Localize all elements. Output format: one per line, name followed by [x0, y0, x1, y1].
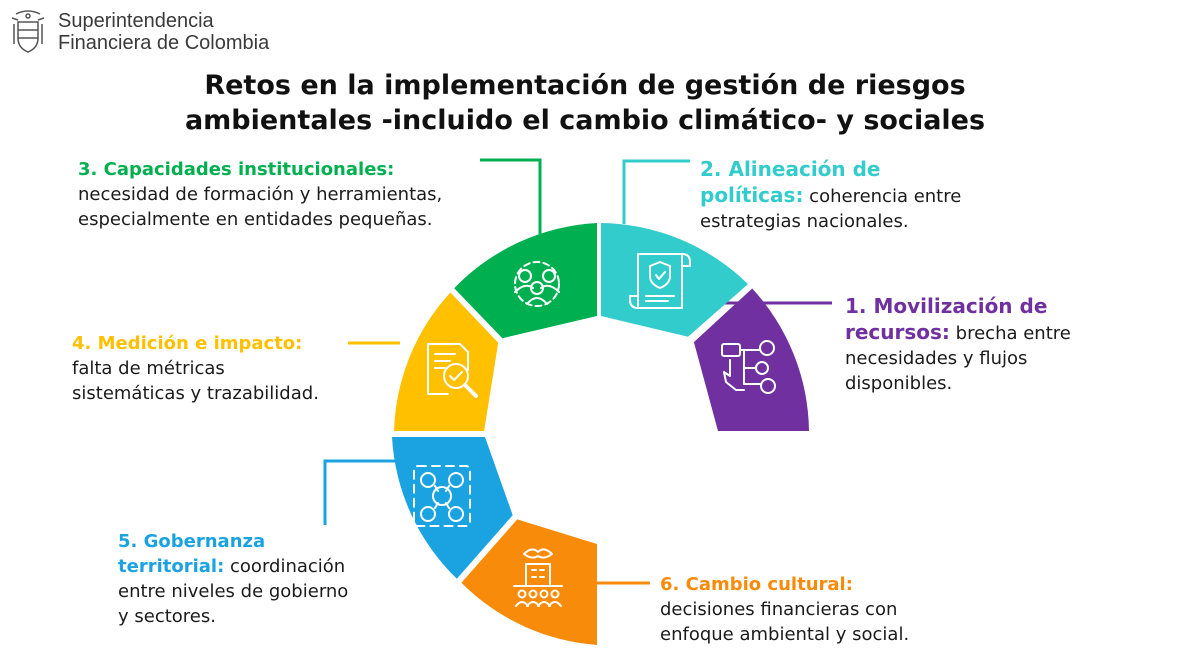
challenge-text-1b: necesidades y flujos	[845, 348, 1028, 369]
challenge-label-4: 4. Medición e impacto: falta de métricas…	[72, 331, 319, 406]
challenge-heading-6: 6. Cambio cultural:	[660, 574, 853, 595]
challenge-text-6a: decisiones financieras con	[660, 599, 898, 620]
brand-line-2: Financiera de Colombia	[58, 32, 270, 54]
challenge-text-3a: necesidad de formación y herramientas,	[78, 184, 443, 205]
ring-segment-6	[461, 519, 597, 645]
team-gear-icon	[514, 261, 560, 307]
challenge-heading-5b: territorial:	[118, 556, 225, 577]
challenge-text-6b: enfoque ambiental y social.	[660, 624, 910, 645]
page-title: Retos en la implementación de gestión de…	[0, 68, 1170, 138]
challenge-text-5a: coordinación	[230, 556, 346, 577]
challenge-text-5c: y sectores.	[118, 606, 216, 627]
document-magnifier-icon	[427, 343, 478, 398]
ring-segment-3	[454, 223, 597, 339]
challenge-label-1: 1. Movilización de recursos: brecha entr…	[845, 294, 1071, 396]
connector-line-5	[323, 459, 410, 525]
challenge-text-3b: especialmente en entidades pequeñas.	[78, 209, 433, 230]
challenge-heading-5a: 5. Gobernanza	[118, 531, 266, 552]
challenge-heading-3: 3. Capacidades institucionales:	[78, 159, 395, 180]
connector-line-2	[622, 159, 690, 224]
people-network-icon	[413, 465, 471, 527]
connector-line-3	[480, 158, 542, 248]
challenge-label-5: 5. Gobernanza territorial: coordinación …	[118, 529, 348, 629]
green-building-community-icon	[513, 548, 563, 607]
policy-document-shield-icon	[629, 253, 691, 309]
challenge-label-6: 6. Cambio cultural: decisiones financier…	[660, 572, 909, 647]
challenge-text-1a: brecha entre	[955, 323, 1071, 344]
hand-pressing-network-icon	[721, 340, 776, 394]
challenge-text-5b: entre niveles de gobierno	[118, 581, 349, 602]
brand-name: Superintendencia Financiera de Colombia	[58, 10, 269, 54]
challenge-text-4a: falta de métricas	[72, 358, 225, 379]
challenge-text-2a: coherencia entre	[809, 186, 962, 207]
colombia-coat-of-arms-icon	[11, 10, 45, 53]
challenge-text-1c: disponibles.	[845, 373, 953, 394]
challenge-heading-1b: recursos:	[845, 320, 950, 344]
challenge-label-2: 2. Alineación de políticas: coherencia e…	[700, 157, 961, 234]
challenge-heading-2a: 2. Alineación de	[700, 157, 881, 181]
challenge-label-3: 3. Capacidades institucionales: necesida…	[78, 157, 442, 232]
ring-segment-1	[693, 288, 809, 431]
challenge-heading-2b: políticas:	[700, 183, 804, 207]
challenge-text-2b: estrategias nacionales.	[700, 211, 909, 232]
brand-header: Superintendencia Financiera de Colombia	[8, 8, 269, 56]
title-line-1: Retos en la implementación de gestión de…	[204, 70, 966, 101]
challenge-heading-1a: 1. Movilización de	[845, 294, 1048, 318]
challenge-text-4b: sistemáticas y trazabilidad.	[72, 383, 319, 404]
title-line-2: ambientales -incluido el cambio climátic…	[184, 105, 986, 136]
challenge-heading-4: 4. Medición e impacto:	[72, 333, 303, 354]
brand-line-1: Superintendencia	[58, 10, 214, 32]
